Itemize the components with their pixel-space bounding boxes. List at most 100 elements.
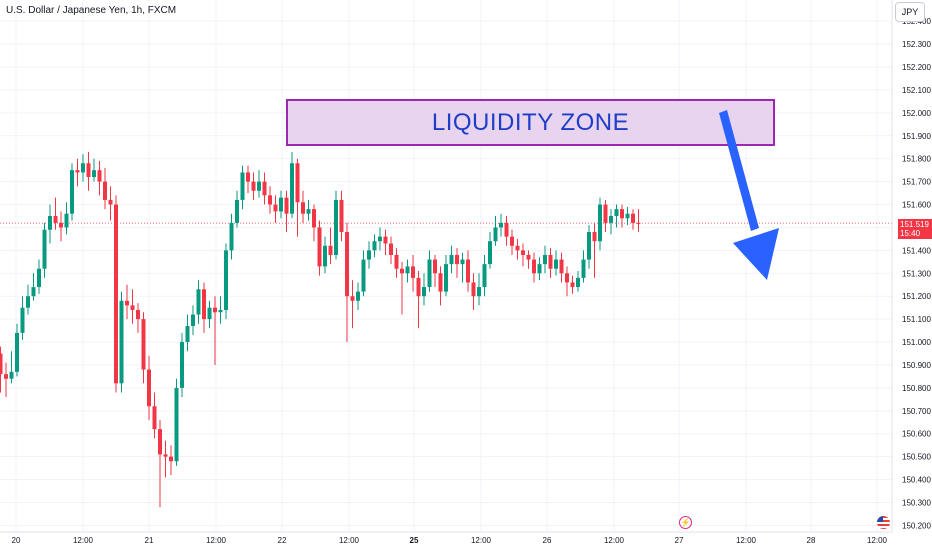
candle-body <box>42 229 47 269</box>
candle-body <box>279 197 283 212</box>
currency-button[interactable]: JPY <box>895 2 925 22</box>
candle-body <box>356 291 360 301</box>
lightning-icon[interactable]: ⚡ <box>679 516 692 529</box>
time-tick-label: 12:00 <box>339 536 360 545</box>
candle-body <box>262 181 267 196</box>
us-flag-icon[interactable] <box>877 516 890 529</box>
time-axis[interactable]: 20 12:00 21 12:00 22 12:00 25 12:00 26 12:00 27 12:… <box>12 536 888 545</box>
candle-body <box>576 277 580 288</box>
candle-body <box>510 236 514 246</box>
candle-body <box>185 326 190 343</box>
candle-body <box>471 282 476 297</box>
candle-body <box>636 222 641 224</box>
price-tick-label: 151.900 <box>902 132 931 141</box>
time-tick-label: 20 <box>12 536 21 545</box>
candle-body <box>515 245 520 251</box>
candle-body <box>37 268 41 288</box>
price-axis[interactable]: 152.400152.300152.200152.100152.000151.9… <box>902 17 931 530</box>
candle-body <box>526 254 531 260</box>
candle-body <box>317 227 322 267</box>
candle-body <box>306 209 311 214</box>
candle-body <box>455 254 459 265</box>
candle-body <box>625 213 630 219</box>
candle-body <box>565 273 569 283</box>
arrow-shaft <box>719 110 759 231</box>
candle-body <box>477 287 481 297</box>
candle-body <box>4 374 8 379</box>
candle-body <box>334 199 338 255</box>
candle-body <box>0 353 3 375</box>
candle-body <box>81 163 85 173</box>
candle-body <box>158 429 162 455</box>
candle-body <box>554 259 558 269</box>
candle-body <box>301 202 305 214</box>
candle-body <box>488 241 492 265</box>
candle-body <box>114 204 118 384</box>
candle-body <box>180 342 184 388</box>
candle-body <box>405 266 410 274</box>
candle-body <box>196 289 201 315</box>
candle-body <box>427 259 432 288</box>
candle-body <box>240 172 245 200</box>
candle-body <box>163 454 168 457</box>
candle-body <box>147 369 151 407</box>
candle-body <box>537 264 542 274</box>
candle-body <box>213 307 217 313</box>
candle-body <box>416 277 421 297</box>
candle-body <box>53 215 58 223</box>
candle-body <box>26 296 30 308</box>
price-tick-label: 151.700 <box>902 178 931 187</box>
last-price-tag: 151.519 15:40 <box>898 219 932 239</box>
candle-body <box>328 245 333 255</box>
candle-body <box>411 266 415 278</box>
candle-body <box>257 181 261 191</box>
candle-body <box>64 213 69 228</box>
candle-body <box>268 195 272 205</box>
candle-body <box>125 300 129 306</box>
candle-body <box>251 181 256 191</box>
candle-body <box>152 406 157 430</box>
time-tick-label: 28 <box>807 536 816 545</box>
candle-body <box>532 259 536 274</box>
candle-body <box>592 232 597 242</box>
candle-body <box>92 170 96 178</box>
candle-body <box>603 204 608 223</box>
candle-body <box>504 222 509 237</box>
candle-body <box>493 227 498 242</box>
candle-body <box>323 245 327 267</box>
candle-body <box>598 204 602 242</box>
candle-body <box>482 264 487 288</box>
time-tick-label: 21 <box>145 536 154 545</box>
candle-body <box>130 305 135 310</box>
price-tick-label: 152.000 <box>902 109 931 118</box>
price-tick-label: 150.200 <box>902 521 931 530</box>
last-price-value: 151.519 <box>900 220 929 229</box>
time-tick-label: 12:00 <box>471 536 492 545</box>
candle-body <box>339 199 344 233</box>
candle-body <box>581 259 586 278</box>
candle-body <box>97 170 102 182</box>
candle-body <box>570 282 575 288</box>
candle-body <box>103 181 107 200</box>
candle-body <box>48 215 52 230</box>
candle-body <box>295 163 300 203</box>
candle-body <box>400 268 404 274</box>
price-tick-label: 152.300 <box>902 40 931 49</box>
candle-body <box>235 199 239 223</box>
price-tick-label: 150.500 <box>902 453 931 462</box>
down-arrow-annotation[interactable] <box>719 110 779 280</box>
candle-body <box>361 259 366 292</box>
price-tick-label: 150.800 <box>902 384 931 393</box>
price-tick-label: 150.400 <box>902 476 931 485</box>
candle-body <box>20 307 25 333</box>
candle-body <box>9 371 14 379</box>
candle-body <box>224 250 228 310</box>
candlestick-series <box>0 151 641 508</box>
candle-body <box>191 314 195 327</box>
price-tick-label: 150.900 <box>902 361 931 370</box>
liquidity-zone-box[interactable] <box>286 99 775 146</box>
time-tick-label: 27 <box>675 536 684 545</box>
price-tick-label: 151.400 <box>902 246 931 255</box>
price-tick-label: 150.300 <box>902 498 931 507</box>
